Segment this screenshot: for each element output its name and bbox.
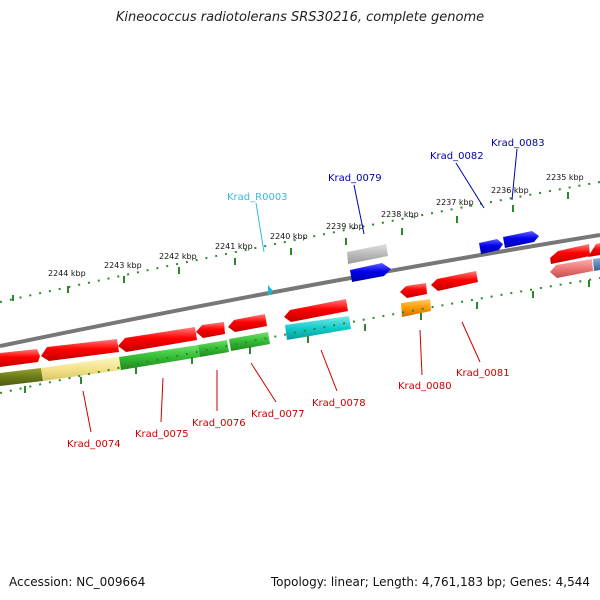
leader-lines (82, 148, 518, 433)
kbp-label: 2235 kbp (546, 173, 584, 182)
gene-arrow[interactable] (588, 243, 600, 257)
forward-strand-features (0, 258, 600, 367)
gene-block[interactable] (285, 316, 351, 340)
kbp-labels: 2244 kbp 2243 kbp 2242 kbp 2241 kbp 2240… (48, 173, 584, 278)
gene-arrow-krad-0074[interactable] (41, 339, 119, 361)
gene-label-krad-0075[interactable]: Krad_0075 (135, 429, 189, 440)
gene-arrow-krad-0078[interactable] (284, 299, 348, 322)
gene-block[interactable] (229, 332, 270, 351)
gene-arrow-krad-0077[interactable] (228, 314, 267, 332)
topology-text: Topology: linear; Length: 4,761,183 bp; … (270, 575, 590, 589)
gene-arrow[interactable] (0, 349, 40, 367)
kbp-label: 2240 kbp (270, 232, 308, 241)
kbp-label: 2242 kbp (159, 252, 197, 261)
gene-block[interactable] (198, 340, 229, 357)
gene-label-krad-0076[interactable]: Krad_0076 (192, 418, 246, 429)
gene-labels: Krad_0074 Krad_0075 Krad_0076 Krad_0077 … (67, 138, 545, 450)
kbp-label: 2244 kbp (48, 269, 86, 278)
gene-block[interactable] (41, 357, 121, 381)
gene-label-krad-0079[interactable]: Krad_0079 (328, 173, 382, 184)
kbp-label: 2236 kbp (491, 186, 529, 195)
gene-label-krad-0081[interactable]: Krad_0081 (456, 368, 510, 379)
gene-arrow[interactable] (550, 244, 590, 264)
kbp-label: 2238 kbp (381, 210, 419, 219)
gene-arrow-krad-0076[interactable] (196, 322, 225, 338)
kbp-label: 2237 kbp (436, 198, 474, 207)
gene-arrow-krad-0075[interactable] (118, 327, 197, 352)
gene-arrow-krad-0079[interactable] (350, 263, 391, 282)
gene-label-krad-0077[interactable]: Krad_0077 (251, 409, 305, 420)
gene-arrow-krad-0080[interactable] (400, 283, 427, 298)
cog-features (0, 299, 431, 386)
kbp-label: 2239 kbp (326, 222, 364, 231)
gene-arrow[interactable] (550, 259, 593, 278)
gene-block[interactable] (119, 345, 200, 370)
trna-marker[interactable] (268, 285, 273, 296)
gene-label-krad-0080[interactable]: Krad_0080 (398, 381, 452, 392)
gene-label-krad-0078[interactable]: Krad_0078 (312, 398, 366, 409)
gene-label-krad-0074[interactable]: Krad_0074 (67, 439, 121, 450)
gene-arrow-krad-0081[interactable] (431, 271, 478, 291)
gene-arrow-krad-0083[interactable] (503, 231, 539, 248)
genome-backbone (0, 233, 600, 348)
gene-block[interactable] (401, 299, 431, 317)
gene-arrow-krad-0082[interactable] (479, 239, 503, 254)
gene-block[interactable] (0, 368, 43, 386)
kbp-label: 2243 kbp (104, 261, 142, 270)
gene-arrow[interactable] (593, 258, 600, 271)
lower-track (0, 277, 600, 394)
kbp-label: 2241 kbp (215, 242, 253, 251)
gene-arrow[interactable] (347, 244, 388, 264)
upper-track (0, 181, 600, 303)
gene-label-krad-r0003[interactable]: Krad_R0003 (227, 192, 288, 203)
genome-title: Kineococcus radiotolerans SRS30216, comp… (115, 10, 485, 25)
reverse-strand-features (268, 231, 600, 296)
accession-text: Accession: NC_009664 (9, 575, 146, 589)
gene-label-krad-0083[interactable]: Krad_0083 (491, 138, 545, 149)
gene-label-krad-0082[interactable]: Krad_0082 (430, 151, 484, 162)
